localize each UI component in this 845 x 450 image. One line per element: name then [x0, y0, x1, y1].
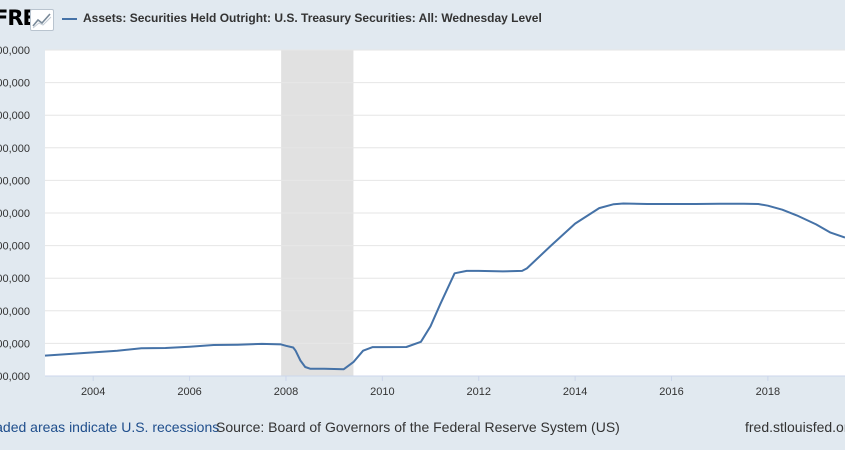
y-tick-label: 1,200,000	[0, 208, 30, 220]
y-tick-label: 400,000	[0, 338, 30, 350]
recession-note-link[interactable]: Shaded areas indicate U.S. recessions	[0, 419, 220, 435]
chart-header: FRED Assets: Securities Held Outright: U…	[0, 0, 845, 38]
x-tick-label: 2018	[756, 386, 780, 398]
y-tick-label: 2,200,000	[0, 45, 30, 57]
y-tick-label: 1,600,000	[0, 143, 30, 155]
x-tick-label: 2016	[659, 386, 683, 398]
y-tick-label: 2,000,000	[0, 78, 30, 90]
x-tick-label: 2012	[466, 386, 490, 398]
site-link[interactable]: fred.stlouisfed.org	[745, 419, 845, 435]
legend-label: Assets: Securities Held Outright: U.S. T…	[83, 11, 542, 25]
line-chart-icon[interactable]	[30, 9, 54, 31]
x-tick-label: 2004	[81, 386, 105, 398]
legend-swatch	[62, 17, 77, 20]
x-tick-label: 2010	[370, 386, 394, 398]
y-tick-label: 600,000	[0, 306, 30, 318]
series-line	[44, 202, 845, 371]
x-tick-label: 2008	[274, 386, 298, 398]
x-tick-label: 2014	[563, 386, 587, 398]
y-tick-label: 1,400,000	[0, 175, 30, 187]
y-tick-label: 800,000	[0, 273, 30, 285]
x-tick-label: 2006	[177, 386, 201, 398]
source-text: Source: Board of Governors of the Federa…	[216, 419, 620, 435]
y-tick-label: 200,000	[0, 371, 30, 383]
series-legend[interactable]: Assets: Securities Held Outright: U.S. T…	[62, 11, 542, 25]
y-tick-label: 1,800,000	[0, 110, 30, 122]
y-tick-label: 1,000,000	[0, 241, 30, 253]
